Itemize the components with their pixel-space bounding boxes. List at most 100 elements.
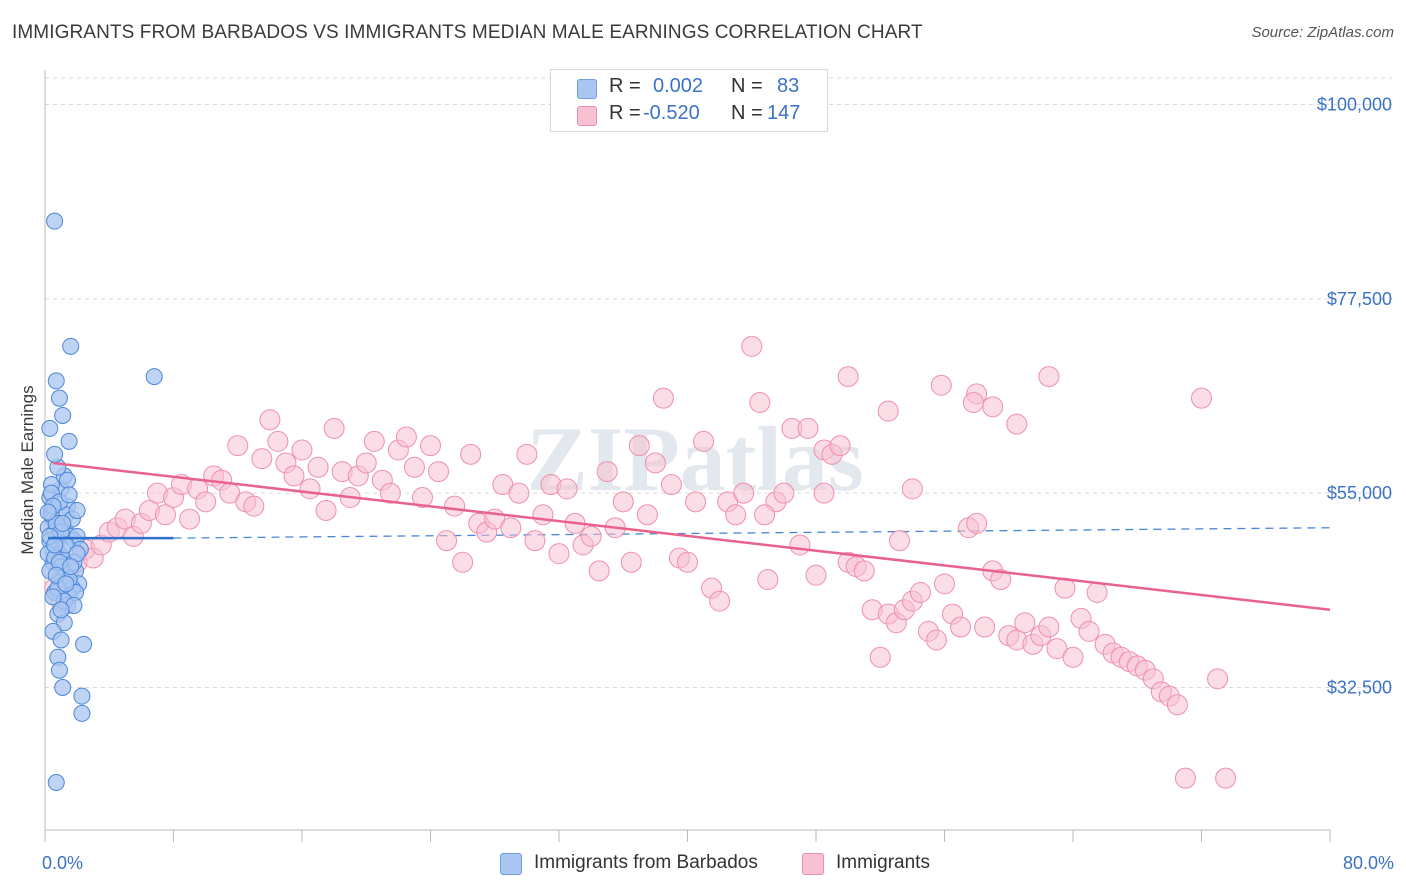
immigrants-point-110 — [925, 629, 947, 651]
legend-swatch-barbados — [577, 79, 597, 99]
series-immigrants-points — [44, 335, 1237, 789]
immigrants-point-155 — [889, 530, 911, 552]
immigrants-point-108 — [909, 582, 931, 603]
immigrants-point-27 — [259, 409, 281, 431]
legend-swatch-immigrants — [577, 106, 597, 126]
y-tick-label-0: $32,500 — [1327, 678, 1392, 698]
immigrants-point-23 — [227, 435, 249, 457]
immigrants-point-111 — [934, 573, 955, 595]
barbados-point-21 — [46, 212, 64, 230]
immigrants-point-52 — [460, 443, 482, 465]
immigrants-point-121 — [1014, 612, 1036, 634]
immigrants-point-154 — [813, 482, 835, 504]
immigrants-point-26 — [251, 448, 273, 470]
barbados-point-79 — [52, 601, 70, 619]
immigrants-point-25 — [243, 495, 265, 517]
immigrants-point-32 — [299, 478, 321, 500]
immigrants-point-71 — [612, 491, 634, 513]
bottom-legend-label-barbados: Immigrants from Barbados — [534, 852, 758, 873]
immigrants-trend-line — [52, 461, 1331, 612]
immigrants-point-76 — [652, 387, 674, 409]
x-tick-min: 0.0% — [42, 853, 83, 873]
barbados-point-66 — [58, 471, 76, 489]
immigrants-point-149 — [1006, 413, 1028, 435]
immigrants-point-61 — [532, 504, 554, 526]
barbados-point-74 — [62, 558, 80, 576]
immigrants-point-147 — [877, 400, 899, 422]
immigrants-point-125 — [1046, 638, 1068, 660]
immigrants-point-148 — [962, 392, 984, 413]
barbados-point-50 — [47, 774, 65, 791]
immigrants-point-58 — [508, 482, 530, 504]
immigrants-point-69 — [596, 461, 618, 483]
immigrants-point-89 — [757, 569, 779, 591]
legend-n-label: N = — [731, 75, 763, 97]
legend-row-immigrants: R = -0.520 N = 147 — [551, 102, 827, 128]
legend-r-label: R = — [609, 102, 641, 124]
immigrants-point-42 — [379, 482, 401, 504]
bottom-legend-immigrants[interactable]: Immigrants — [802, 852, 942, 876]
immigrants-point-31 — [291, 439, 313, 461]
legend-n-value: 83 — [777, 75, 800, 97]
barbados-point-82 — [60, 486, 78, 504]
immigrants-point-17 — [179, 508, 201, 530]
immigrants-point-47 — [420, 435, 441, 457]
barbados-point-76 — [57, 575, 75, 593]
bottom-legend-barbados[interactable]: Immigrants from Barbados — [500, 852, 780, 876]
immigrants-point-73 — [628, 435, 650, 457]
immigrants-point-79 — [677, 551, 698, 573]
immigrants-point-64 — [556, 478, 578, 500]
barbados-point-47 — [54, 679, 72, 696]
immigrants-point-142 — [1191, 387, 1212, 409]
immigrants-point-151 — [982, 396, 1004, 418]
immigrants-point-94 — [797, 417, 819, 439]
immigrants-point-50 — [444, 495, 466, 517]
immigrants-point-150 — [930, 374, 952, 396]
immigrants-point-40 — [363, 430, 385, 452]
immigrants-point-124 — [1038, 616, 1060, 638]
immigrants-point-68 — [588, 560, 610, 582]
immigrants-point-74 — [636, 504, 658, 526]
immigrants-point-88 — [749, 392, 771, 413]
barbados-point-69 — [54, 514, 72, 532]
source-credit: Source: ZipAtlas.com — [1251, 24, 1394, 41]
barbados-point-81 — [39, 503, 57, 521]
barbados-point-43 — [52, 631, 70, 649]
immigrants-point-81 — [693, 430, 715, 452]
y-tick-label-2: $77,500 — [1327, 289, 1392, 309]
immigrants-point-93 — [789, 534, 811, 556]
chart-title: IMMIGRANTS FROM BARBADOS VS IMMIGRANTS M… — [12, 22, 923, 43]
immigrants-point-95 — [805, 564, 827, 586]
immigrants-point-130 — [1086, 582, 1108, 603]
trend-lines — [48, 461, 1331, 612]
barbados-point-77 — [44, 588, 62, 606]
immigrants-point-85 — [725, 504, 747, 526]
immigrants-point-83 — [709, 590, 731, 612]
immigrants-point-49 — [436, 530, 458, 552]
barbados-point-46 — [50, 661, 68, 679]
y-tick-labels: $32,500 $55,000 $77,500 $100,000 — [1317, 95, 1392, 698]
immigrants-point-46 — [411, 487, 433, 508]
immigrants-point-67 — [580, 525, 602, 547]
y-tick-label-3: $100,000 — [1317, 95, 1392, 115]
immigrants-point-113 — [950, 616, 972, 638]
axes — [44, 70, 1331, 842]
trend-lines-dashed — [173, 527, 1331, 539]
immigrants-point-115 — [966, 512, 988, 534]
barbados-point-14 — [46, 445, 64, 463]
series-barbados-points — [39, 212, 163, 791]
immigrants-point-145 — [1038, 366, 1060, 388]
immigrants-point-80 — [685, 491, 707, 513]
legend-r-value: 0.002 — [653, 75, 704, 97]
barbados-point-18 — [50, 389, 68, 407]
immigrants-point-86 — [733, 482, 755, 504]
barbados-point-71 — [46, 536, 64, 554]
barbados-point-22 — [145, 368, 163, 386]
immigrants-point-87 — [741, 335, 763, 357]
immigrants-point-59 — [516, 443, 538, 465]
immigrants-point-127 — [1062, 646, 1084, 668]
immigrants-point-14 — [154, 504, 176, 526]
immigrants-point-44 — [395, 426, 417, 448]
immigrants-point-91 — [773, 482, 795, 504]
immigrants-point-33 — [307, 456, 329, 478]
